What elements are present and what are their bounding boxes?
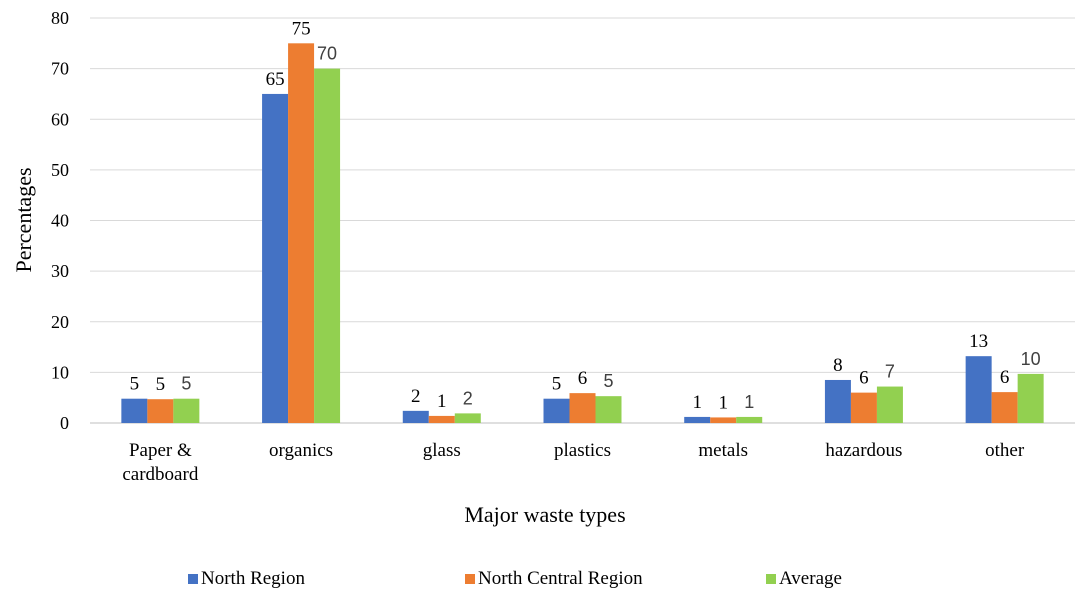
bar — [1017, 373, 1044, 423]
data-label: 1 — [744, 392, 754, 412]
y-tick-label: 70 — [51, 59, 69, 79]
data-label: 6 — [578, 368, 588, 389]
data-label: 65 — [266, 69, 285, 90]
data-label: 5 — [156, 374, 166, 395]
bar — [454, 413, 481, 423]
data-label: 1 — [718, 392, 728, 413]
y-tick-label: 80 — [51, 8, 69, 28]
bar — [173, 398, 200, 423]
bar — [402, 410, 429, 423]
x-category-label: other — [985, 440, 1025, 461]
bar — [991, 392, 1018, 423]
y-tick-label: 10 — [51, 362, 69, 382]
data-label: 1 — [437, 391, 447, 412]
bar — [147, 399, 174, 423]
y-tick-label: 60 — [51, 109, 69, 129]
legend-label: North Region — [201, 568, 305, 589]
data-label: 1 — [692, 392, 702, 413]
bar — [262, 93, 289, 423]
bar — [569, 393, 596, 423]
data-label: 5 — [181, 374, 191, 394]
x-axis-title: Major waste types — [464, 502, 625, 527]
data-label: 8 — [833, 355, 843, 376]
bar — [684, 416, 711, 423]
legend-swatch — [188, 574, 198, 584]
x-category-label: glass — [423, 440, 461, 461]
y-axis-ticks: 0 10 20 30 40 50 60 70 80 — [51, 8, 69, 433]
bar — [850, 392, 877, 423]
data-label: 5 — [552, 374, 562, 395]
bar — [595, 396, 622, 423]
bars — [121, 43, 1044, 423]
x-category-label: hazardous — [825, 440, 902, 461]
bar — [965, 356, 992, 423]
y-tick-label: 0 — [60, 413, 69, 433]
bar — [428, 415, 455, 423]
data-label: 70 — [317, 44, 337, 64]
data-label: 7 — [885, 362, 895, 382]
x-category-label: organics — [269, 440, 333, 461]
data-label: 13 — [969, 331, 988, 352]
bar — [824, 379, 851, 423]
data-label: 2 — [463, 388, 473, 408]
bar — [288, 43, 315, 423]
legend: North Region North Central Region Average — [188, 568, 842, 589]
legend-swatch — [465, 574, 475, 584]
y-axis-title: Percentages — [11, 167, 36, 272]
x-category-label: metals — [698, 440, 748, 461]
bar — [736, 416, 763, 423]
x-category-label: cardboard — [122, 464, 198, 485]
y-tick-label: 20 — [51, 312, 69, 332]
y-tick-label: 40 — [51, 211, 69, 231]
data-label: 75 — [292, 18, 311, 39]
bar — [876, 386, 903, 423]
x-category-label: plastics — [554, 440, 611, 461]
data-label: 2 — [411, 386, 421, 407]
bar — [121, 398, 148, 423]
bar — [314, 68, 341, 423]
bar — [710, 417, 737, 423]
bar — [543, 398, 570, 423]
x-axis-categories: Paper & cardboard organics glass plastics met… — [122, 440, 1024, 485]
legend-label: North Central Region — [478, 568, 643, 589]
data-label: 5 — [130, 374, 140, 395]
legend-swatch — [766, 574, 776, 584]
y-tick-label: 50 — [51, 160, 69, 180]
data-label: 6 — [859, 368, 869, 389]
gridlines — [90, 17, 1075, 424]
data-label: 10 — [1021, 349, 1041, 369]
x-category-label: Paper & — [129, 440, 192, 461]
legend-label: Average — [779, 568, 842, 589]
data-label: 5 — [603, 371, 613, 391]
y-tick-label: 30 — [51, 261, 69, 281]
data-label: 6 — [1000, 367, 1010, 388]
